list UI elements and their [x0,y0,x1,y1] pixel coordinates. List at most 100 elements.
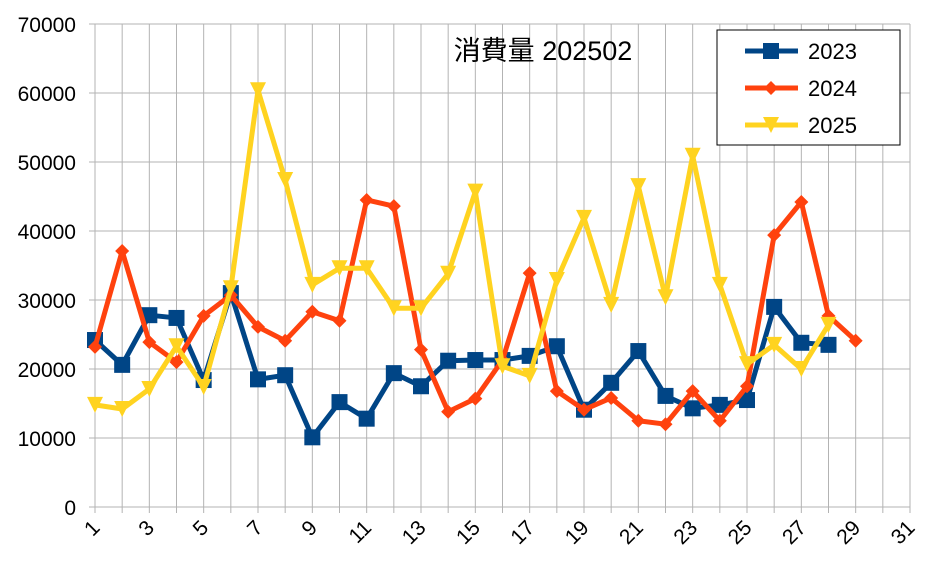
x-tick-label: 23 [669,516,702,549]
data-point-triangle [277,171,294,188]
x-axis: 1 3 5 7 9 11 13 15 17 19 21 23 25 27 29 31 [80,516,920,549]
data-point-diamond [685,384,700,399]
data-point-triangle [711,276,728,293]
data-point-triangle [793,361,810,377]
legend-label: 2024 [808,76,857,101]
legend-item-2023: 2023 [745,39,857,64]
y-tick-label: 60000 [18,83,76,106]
data-point-diamond [522,266,537,281]
data-point-triangle [331,260,348,277]
y-tick-label: 40000 [18,221,76,244]
data-point-diamond [305,304,320,319]
data-point-triangle [684,147,701,164]
data-point-square [440,352,457,369]
y-tick-label: 70000 [18,14,76,37]
data-point-triangle [304,276,321,293]
x-tick-label: 1 [80,516,105,541]
x-tick-label: 3 [134,516,159,541]
data-point-triangle [358,260,375,277]
data-point-triangle [385,300,402,317]
data-point-square [358,410,375,427]
data-point-triangle [440,265,457,282]
data-point-triangle [603,296,620,313]
data-point-square [331,394,348,411]
series-group [87,82,863,446]
x-tick-label: 15 [452,516,485,549]
data-point-triangle [114,401,131,418]
series-line [94,87,831,412]
data-point-triangle [766,336,783,353]
x-tick-label: 21 [615,516,648,549]
data-point-triangle [141,381,158,398]
data-point-triangle [87,396,103,413]
data-point-square [763,43,779,59]
x-tick-label: 9 [297,516,322,541]
data-point-triangle [548,271,565,288]
data-point-diamond [386,199,401,214]
x-tick-label: 31 [887,516,920,549]
data-point-diamond [169,355,184,370]
data-point-square [385,365,402,382]
data-point-diamond [712,413,727,428]
data-point-diamond [740,379,754,394]
data-point-diamond [332,313,347,328]
data-point-diamond [631,413,646,428]
data-point-triangle [195,378,212,395]
legend-label: 2023 [808,39,857,64]
chart-title: 消費量 202502 [454,36,633,66]
data-point-triangle [467,183,484,200]
data-point-square [548,338,565,355]
data-point-diamond [577,402,591,417]
data-point-diamond [115,244,130,259]
data-point-diamond [441,404,456,419]
legend-label: 2025 [808,113,857,138]
data-point-square [793,334,810,351]
data-point-diamond [88,339,102,354]
data-point-triangle [630,178,647,195]
data-point-triangle [763,117,779,133]
y-tick-label: 50000 [18,152,76,175]
data-point-square [820,336,837,353]
data-point-diamond [848,333,863,348]
data-point-diamond [764,81,778,95]
legend-item-2025: 2025 [745,113,857,138]
series-2025 [87,82,837,418]
x-tick-label: 19 [561,516,594,549]
data-point-square [141,307,158,324]
data-point-diamond [251,319,265,334]
data-point-triangle [521,367,538,384]
x-tick-label: 11 [345,516,377,548]
data-point-diamond [278,333,293,348]
data-point-diamond [468,391,483,406]
data-point-square [467,352,484,369]
data-point-diamond [359,192,374,207]
data-point-triangle [250,82,266,99]
data-point-diamond [142,335,157,350]
x-tick-label: 5 [189,516,214,541]
data-point-square [277,367,294,384]
legend: 2023 2024 2025 [716,29,901,146]
x-tick-label: 13 [398,516,431,549]
data-point-triangle [494,358,511,375]
x-tick-label: 7 [243,516,268,541]
data-point-square [739,392,755,409]
x-tick-label: 17 [506,516,539,549]
data-point-diamond [604,390,619,405]
data-point-diamond [414,342,428,357]
data-point-square [630,343,647,360]
data-point-diamond [196,308,211,323]
data-point-diamond [658,417,673,432]
data-point-square [413,378,429,395]
y-tick-label: 30000 [18,290,76,313]
y-tick-label: 0 [64,497,76,520]
x-tick-label: 25 [724,516,757,549]
data-point-triangle [168,338,185,355]
data-point-triangle [657,289,674,306]
data-point-square [168,309,185,326]
y-axis: 0 10000 20000 30000 40000 50000 60000 70000 [18,14,76,520]
x-tick-label: 29 [832,516,865,549]
data-point-square [711,396,728,413]
data-point-square [603,374,620,391]
data-point-diamond [549,384,564,399]
